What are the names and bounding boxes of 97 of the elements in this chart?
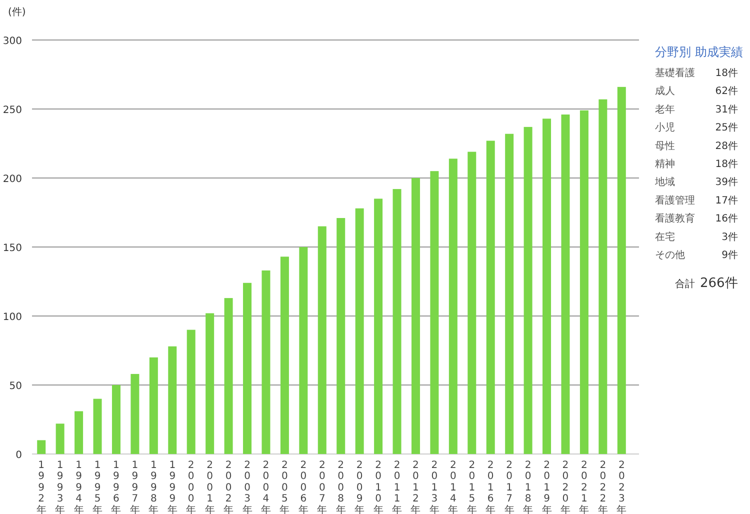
bar [149, 357, 158, 454]
category-label: 在宅 [655, 230, 675, 243]
text: 62件 [715, 86, 738, 98]
x-tick-label: 2012年 [410, 460, 421, 514]
bar [392, 189, 402, 454]
bar [243, 282, 252, 454]
bar [224, 298, 233, 454]
bar [206, 313, 214, 454]
bar [468, 152, 476, 454]
text: 16件 [715, 214, 738, 225]
x-tick-label: 2011年 [392, 460, 402, 514]
x-tick-label: 2022年 [598, 460, 608, 514]
x-tick-label: 2021年 [579, 460, 590, 514]
text: 18件 [715, 159, 738, 170]
y-tick-label: 50 [9, 381, 22, 392]
text: 31件 [715, 104, 738, 116]
x-tick-label: 2002年 [224, 460, 234, 514]
text: 25件 [715, 122, 738, 134]
bar [168, 346, 177, 454]
bar [355, 208, 364, 454]
x-tick-label: 1993年 [55, 460, 66, 514]
bar [56, 424, 64, 454]
bar [598, 99, 608, 454]
x-tick-label: 2020年 [560, 460, 570, 514]
x-tick-label: 2003年 [242, 460, 252, 514]
x-tick-label: 2010年 [373, 460, 384, 514]
x-tick-label: 2016年 [486, 460, 496, 514]
bar [130, 374, 140, 454]
bar [262, 270, 270, 454]
x-tick-label: 2000年 [186, 460, 196, 514]
y-tick-label: 300 [2, 36, 22, 47]
category-label: 小児 [655, 122, 675, 134]
text: 分野別 助成実績 [655, 45, 743, 59]
category-label: 看護教育 [655, 212, 695, 225]
bar [505, 134, 514, 454]
bar [112, 385, 120, 454]
x-tick-label: 2013年 [429, 460, 440, 514]
x-tick-label: 2014年 [448, 460, 458, 514]
text: 3件 [722, 232, 738, 243]
text: 28件 [715, 140, 738, 152]
text: 合計 [675, 278, 695, 290]
category-label: 母性 [655, 140, 675, 152]
text: 39件 [715, 177, 738, 188]
y-tick-label: 200 [2, 174, 22, 185]
bar [448, 158, 458, 454]
bar [374, 198, 383, 454]
x-tick-label: 2018年 [523, 460, 534, 514]
bar [93, 398, 102, 454]
text: 266件 [700, 276, 738, 292]
x-tick-label: 2007年 [317, 460, 328, 514]
text: 17件 [715, 195, 738, 206]
x-tick-label: 1998年 [148, 460, 159, 514]
text: 9件 [722, 250, 738, 261]
y-axis-title: (件) [8, 7, 26, 18]
bar [74, 411, 84, 454]
x-tick-label: 2023年 [616, 460, 627, 514]
x-tick-label: 2017年 [504, 460, 514, 514]
category-label: 精神 [655, 158, 675, 170]
x-tick-label: 1997年 [130, 460, 140, 514]
x-tick-label: 2015年 [466, 460, 477, 514]
category-label: 成人 [655, 85, 675, 98]
category-label: その他 [655, 249, 685, 261]
x-tick-label: 1999年 [167, 460, 178, 514]
x-tick-label: 2001年 [204, 460, 215, 514]
x-tick-label: 2008年 [336, 460, 346, 514]
bar [524, 126, 532, 454]
y-tick-label: 250 [2, 105, 22, 116]
x-tick-label: 1994年 [74, 460, 84, 514]
bar [561, 114, 570, 454]
y-tick-label: 150 [2, 243, 22, 254]
x-tick-label: 1995年 [92, 460, 103, 514]
y-tick-label: 100 [2, 312, 22, 323]
bar [37, 440, 46, 454]
category-label: 基礎看護 [655, 67, 695, 79]
bar [299, 247, 308, 454]
y-tick-label: 0 [16, 450, 22, 461]
category-label: 地域 [654, 176, 675, 188]
x-tick-label: 2004年 [260, 460, 271, 514]
bar [617, 86, 626, 454]
x-tick-label: 1996年 [111, 460, 122, 514]
bar [430, 171, 439, 454]
bar [280, 256, 289, 454]
category-label: 老年 [655, 103, 675, 116]
bar [542, 118, 552, 454]
bar [318, 226, 326, 454]
x-tick-label: 2019年 [542, 460, 552, 514]
text: 18件 [715, 68, 738, 79]
bar [486, 140, 495, 454]
category-label: 看護管理 [655, 194, 695, 206]
x-tick-label: 2006年 [298, 460, 308, 514]
x-tick-label: 2005年 [280, 460, 290, 514]
bar [336, 218, 346, 454]
bar [411, 178, 420, 454]
bar [580, 110, 588, 454]
bar [186, 330, 196, 454]
x-tick-label: 1992年 [36, 460, 46, 514]
x-tick-label: 2009年 [354, 460, 365, 514]
